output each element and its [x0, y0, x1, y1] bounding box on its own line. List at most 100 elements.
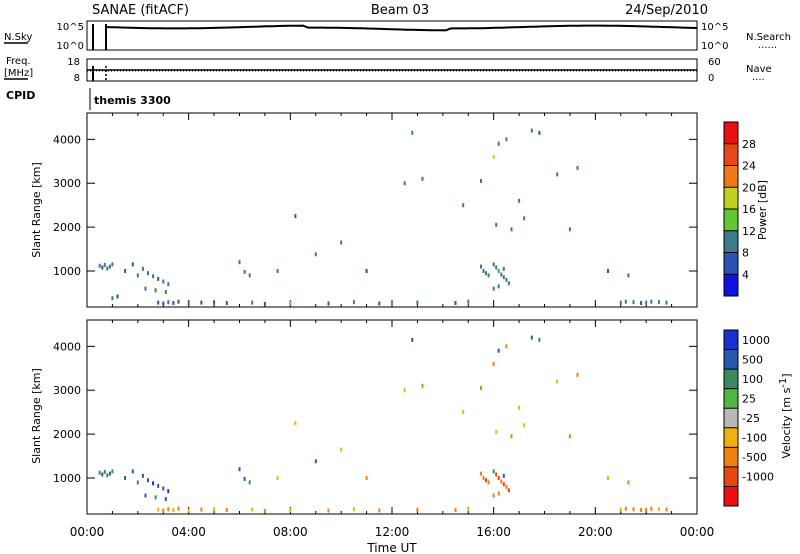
data-point [98, 263, 101, 268]
data-point [411, 130, 414, 135]
data-point [162, 486, 165, 491]
x-tick-label: 12:00 [375, 525, 410, 539]
velocity-colorbar-block [724, 408, 738, 428]
power-colorbar: 4 8 12 16 20 24 28 Power [dB] [723, 121, 769, 297]
data-point [106, 473, 109, 478]
data-point [411, 337, 414, 342]
data-point [200, 300, 203, 305]
data-point [108, 471, 111, 476]
data-point [497, 269, 500, 273]
power-colorbar-block [724, 122, 738, 144]
nsearch-dots: ...... [758, 40, 777, 51]
nsky-panel: N.Sky 10^5 10^0 10^5 10^0 N.Search .....… [4, 20, 791, 52]
data-point [147, 478, 149, 483]
data-point [665, 300, 668, 305]
velocity-colorbar-block [724, 447, 738, 467]
nsky-trace [105, 24, 698, 32]
data-point [108, 264, 111, 269]
data-point [101, 265, 104, 270]
data-point [416, 507, 419, 512]
nsearch-tick-bottom: 10^0 [701, 41, 728, 52]
data-point [403, 181, 406, 186]
velocity-colorbar-blocks [724, 330, 738, 506]
data-point [510, 227, 513, 232]
power-colorbar-tick-label: 4 [742, 268, 749, 281]
data-point [502, 473, 505, 478]
data-point [495, 222, 498, 227]
power-colorbar-blocks [724, 122, 738, 296]
data-point [624, 299, 627, 304]
velocity-colorbar-tick-label: 500 [742, 353, 763, 366]
data-point [497, 476, 500, 480]
data-point [340, 447, 343, 452]
data-point [462, 203, 465, 208]
data-point [454, 301, 457, 305]
data-point [164, 290, 167, 295]
data-point [124, 269, 127, 273]
data-point [144, 286, 147, 291]
velocity-colorbar-ticks: 1000 500 100 25 -25 -100 -500 -1000 [724, 334, 774, 487]
data-point [131, 469, 134, 474]
data-point [632, 300, 635, 305]
velocity-points [98, 335, 668, 513]
data-point [251, 507, 254, 512]
y-tick-label: 2000 [53, 221, 81, 234]
x-tick-label: 08:00 [273, 525, 308, 539]
data-point [518, 405, 521, 410]
data-point [263, 301, 266, 306]
x-tick-label: 04:00 [171, 525, 206, 539]
data-point [607, 269, 609, 273]
power-colorbar-tick-label: 28 [742, 138, 756, 151]
data-point [518, 198, 521, 203]
data-point [243, 269, 246, 274]
data-point [294, 214, 297, 219]
power-colorbar-block [724, 209, 738, 231]
y-tick-label: 4000 [53, 133, 81, 146]
data-point [162, 301, 165, 306]
freq-label-1: Freq. [6, 56, 31, 67]
data-point [378, 301, 381, 306]
data-point [497, 141, 500, 146]
data-point [492, 361, 495, 366]
data-point [200, 507, 203, 512]
data-point [111, 296, 114, 301]
power-colorbar-block [724, 187, 738, 209]
data-point [502, 266, 505, 271]
velocity-ylabel: Slant Range [km] [30, 368, 43, 464]
data-point [141, 266, 144, 271]
data-point [507, 488, 510, 493]
power-colorbar-block [724, 143, 738, 166]
data-point [421, 176, 424, 181]
data-point [624, 506, 627, 511]
data-point [352, 300, 355, 305]
data-point [276, 476, 279, 480]
data-point [213, 300, 216, 305]
data-point [502, 275, 505, 280]
data-point [650, 506, 653, 511]
data-point [314, 252, 317, 257]
velocity-colorbar-tick-label: -25 [742, 412, 760, 425]
data-point [568, 227, 571, 232]
data-point [467, 506, 470, 511]
data-point [505, 484, 508, 489]
data-point [492, 154, 495, 159]
data-point [492, 262, 495, 267]
data-point [154, 495, 157, 500]
nsky-frame [86, 20, 698, 51]
data-point [665, 507, 668, 512]
data-point [500, 272, 503, 277]
data-point [289, 301, 292, 305]
data-point [248, 480, 251, 485]
data-point [314, 459, 317, 464]
velocity-colorbar-block [724, 388, 738, 409]
velocity-colorbar-tick-label: 1000 [742, 334, 770, 347]
power-colorbar-ticks: 4 8 12 16 20 24 28 [724, 138, 756, 281]
data-point [289, 508, 292, 512]
data-point [485, 478, 487, 483]
power-ylabel: Slant Range [km] [30, 162, 43, 258]
x-axis-label: Time UT [366, 541, 417, 554]
data-point [124, 476, 127, 480]
data-point [172, 508, 175, 512]
data-point [492, 286, 495, 291]
data-point [294, 421, 297, 426]
